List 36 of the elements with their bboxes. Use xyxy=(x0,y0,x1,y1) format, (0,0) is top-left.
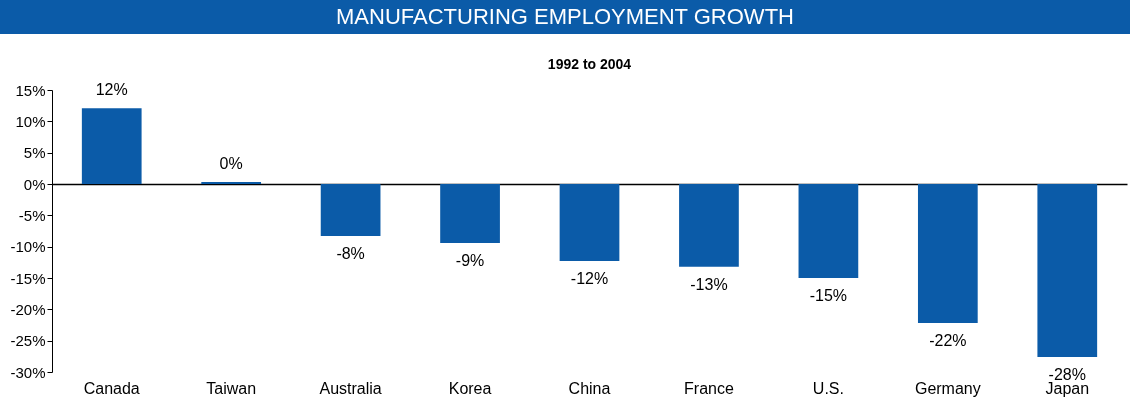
bar xyxy=(679,184,739,267)
data-label: 12% xyxy=(95,81,128,99)
chart-title: MANUFACTURING EMPLOYMENT GROWTH xyxy=(0,0,1130,34)
y-tick-label: -20% xyxy=(10,300,46,318)
y-tick-label: -25% xyxy=(10,332,46,350)
data-label: -12% xyxy=(570,270,609,288)
x-tick-label: U.S. xyxy=(812,379,844,397)
chart-subtitle: 1992 to 2004 xyxy=(547,56,632,73)
y-tick-label: -10% xyxy=(10,238,46,256)
y-tick-label: -5% xyxy=(18,206,46,224)
x-tick-label: China xyxy=(568,379,611,397)
y-tick-label: 15% xyxy=(15,81,46,99)
data-label: -22% xyxy=(929,332,967,350)
data-label: -13% xyxy=(690,275,728,293)
y-tick-label: -30% xyxy=(10,363,46,381)
data-label: -8% xyxy=(336,245,365,263)
y-tick-label: 0% xyxy=(23,175,46,193)
bar xyxy=(440,184,500,243)
x-tick-label: Taiwan xyxy=(206,379,257,397)
x-tick-label: Canada xyxy=(83,379,140,397)
x-tick-label: Australia xyxy=(319,379,382,397)
y-tick-label: -15% xyxy=(10,269,46,287)
x-tick-label: France xyxy=(684,379,734,397)
x-tick-label: Germany xyxy=(914,379,981,397)
data-label: 0% xyxy=(219,155,243,173)
bar xyxy=(81,108,142,184)
y-tick-label: 10% xyxy=(15,112,46,130)
bar xyxy=(798,184,859,278)
data-label: -9% xyxy=(455,251,485,269)
x-tick-label: Korea xyxy=(448,379,492,397)
bar xyxy=(320,184,381,237)
y-tick-label: 5% xyxy=(23,144,46,162)
bar xyxy=(559,184,620,262)
bar xyxy=(1037,184,1098,357)
data-label: -15% xyxy=(809,287,848,304)
bar xyxy=(917,184,978,324)
